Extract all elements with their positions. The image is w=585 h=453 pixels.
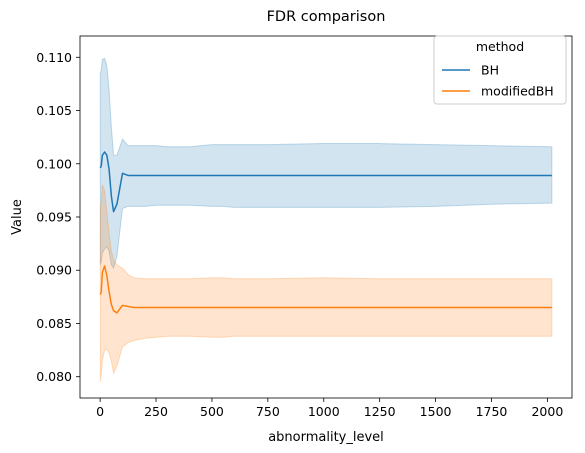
x-tick-label: 500 [200, 404, 224, 419]
y-axis-label: Value [10, 199, 25, 235]
x-tick-label: 1500 [420, 404, 452, 419]
y-tick-label: 0.095 [36, 210, 72, 225]
chart-title: FDR comparison [267, 9, 386, 25]
y-axis: 0.080 0.085 0.090 0.095 0.100 0.105 0.110 [36, 50, 80, 384]
x-tick-label: 750 [256, 404, 280, 419]
x-axis: 0 250 500 750 1000 1250 1500 1750 2000 [96, 398, 563, 419]
y-tick-label: 0.080 [36, 369, 72, 384]
legend-items: BH modifiedBH [442, 63, 554, 99]
legend-label: modifiedBH [481, 84, 554, 99]
x-tick-label: 1750 [476, 404, 508, 419]
x-axis-label: abnormality_level [268, 430, 384, 445]
series-line-0 [99, 151, 552, 213]
legend-label: BH [481, 63, 499, 78]
ci-band-0 [99, 57, 553, 270]
x-tick-label: 0 [96, 404, 104, 419]
series-lines [99, 151, 552, 314]
y-tick-label: 0.085 [36, 316, 72, 331]
series-line-1 [99, 265, 552, 314]
y-tick-label: 0.105 [36, 103, 72, 118]
y-tick-label: 0.100 [36, 156, 72, 171]
legend-title: method [476, 39, 524, 54]
y-tick-label: 0.110 [36, 50, 72, 65]
confidence-bands [99, 57, 553, 383]
legend: method BH modifiedBH [433, 35, 567, 105]
ci-band-1 [99, 184, 553, 383]
x-tick-label: 1250 [364, 404, 396, 419]
x-tick-label: 250 [144, 404, 168, 419]
y-tick-label: 0.090 [36, 263, 72, 278]
x-tick-label: 2000 [531, 404, 563, 419]
legend-box [433, 35, 567, 105]
x-tick-label: 1000 [308, 404, 340, 419]
